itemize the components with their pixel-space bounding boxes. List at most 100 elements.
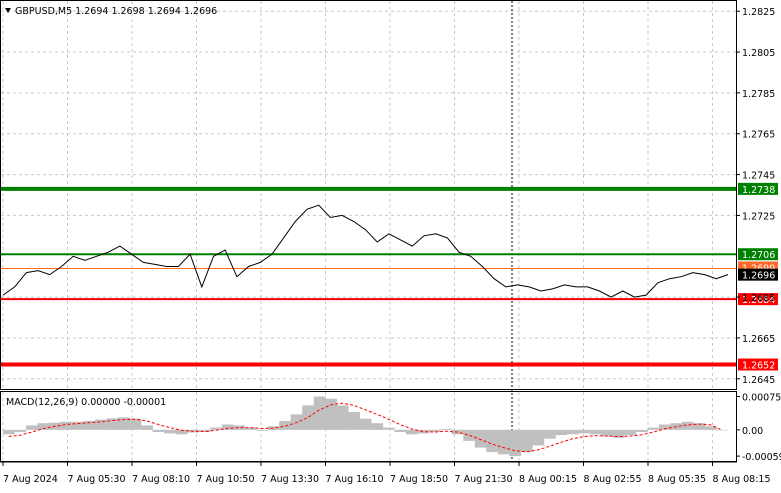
level-label: 1.2684 — [742, 295, 775, 306]
macd-bar — [589, 429, 602, 435]
macd-bar — [175, 429, 188, 435]
macd-bar — [302, 405, 314, 430]
time-tick-label: 7 Aug 2024 — [3, 474, 58, 485]
macd-bar — [532, 429, 545, 446]
macd-bar — [141, 425, 153, 430]
macd-bar — [325, 398, 337, 430]
macd-bar — [682, 421, 694, 430]
level-label-box — [738, 358, 778, 371]
macd-bar — [371, 423, 384, 430]
time-tick-label: 8 Aug 00:15 — [519, 474, 577, 485]
macd-bar — [26, 425, 38, 430]
macd-indicator — [3, 396, 729, 457]
macd-bar — [566, 429, 579, 435]
triangle-down-icon[interactable] — [5, 8, 11, 13]
macd-bar — [428, 429, 441, 432]
macd-bar — [60, 421, 73, 430]
macd-tick-label: 0.00075 — [742, 392, 781, 403]
macd-bar — [164, 429, 176, 434]
price-line — [2, 204, 729, 298]
time-tick-label: 7 Aug 16:10 — [326, 474, 384, 485]
macd-bar — [635, 429, 648, 432]
macd-bar — [83, 420, 96, 430]
level-label-box — [738, 182, 778, 195]
macd-bar — [348, 412, 360, 430]
macd-bar — [382, 427, 395, 430]
price-tick-label: 1.2805 — [742, 48, 775, 59]
level-label: 1.2738 — [742, 185, 775, 196]
macd-bar — [693, 423, 706, 430]
macd-bar — [440, 428, 453, 430]
macd-label: MACD(12,26,9) 0.00000 -0.00001 — [6, 397, 166, 408]
price-axis: 1.2825 1.2805 1.2785 1.2765 1.2745 1.2725 1.26… — [736, 7, 775, 386]
price-tick-label: 1.2665 — [742, 334, 775, 345]
macd-bar — [417, 429, 430, 434]
price-series-layer — [2, 204, 729, 298]
macd-bar — [129, 418, 142, 430]
price-tick-label: 1.2685 — [742, 293, 775, 304]
macd-bar — [659, 424, 671, 430]
macd-bar — [233, 425, 245, 430]
time-tick-label: 7 Aug 18:50 — [390, 474, 448, 485]
macd-bar — [463, 429, 476, 441]
macd-bar — [152, 429, 165, 432]
symbol-info: GBPUSD,M5 1.2694 1.2698 1.2694 1.2696 — [15, 6, 217, 17]
macd-bar — [405, 429, 418, 435]
macd-bar — [486, 429, 499, 453]
macd-bar — [198, 429, 211, 432]
macd-bar — [210, 427, 222, 430]
macd-bar — [520, 429, 533, 453]
macd-axis: 0.00075 0.00 -0.00059 — [736, 392, 781, 463]
macd-bar — [497, 429, 510, 455]
macd-bar — [256, 429, 268, 431]
macd-bar — [647, 427, 660, 430]
macd-bar — [555, 429, 568, 436]
macd-bar — [3, 429, 15, 435]
grid-lines — [1, 1, 736, 461]
price-tick-label: 1.2825 — [742, 7, 775, 18]
macd-bar — [716, 429, 729, 431]
macd-bar — [95, 419, 107, 430]
macd-bar — [37, 423, 50, 430]
macd-bar — [705, 426, 717, 430]
time-tick-label: 7 Aug 10:50 — [197, 474, 255, 485]
macd-bar — [578, 429, 591, 434]
level-label-box — [738, 268, 778, 281]
macd-bar — [601, 429, 614, 437]
level-label: 1.2652 — [742, 360, 775, 371]
level-label: 1.2706 — [742, 250, 775, 261]
macd-bar — [267, 426, 280, 430]
macd-bar — [313, 396, 326, 430]
time-tick-label: 7 Aug 21:30 — [455, 474, 513, 485]
time-tick-label: 8 Aug 02:55 — [584, 474, 642, 485]
macd-bar — [624, 429, 637, 436]
macd-bar — [221, 424, 234, 430]
chart-header: GBPUSD,M5 1.2694 1.2698 1.2694 1.2696 — [5, 6, 217, 17]
macd-signal-line — [8, 402, 723, 453]
macd-bar — [279, 420, 291, 430]
macd-bar — [394, 429, 407, 432]
macd-bar — [543, 429, 556, 439]
macd-bar — [106, 418, 119, 430]
macd-bar — [244, 427, 257, 430]
price-tick-label: 1.2725 — [742, 211, 775, 222]
price-tick-label: 1.2765 — [742, 130, 775, 141]
macd-bar — [14, 429, 27, 432]
macd-tick-label: 0.00 — [742, 426, 763, 437]
macd-bar — [612, 429, 625, 438]
price-tick-label: 1.2785 — [742, 89, 775, 100]
macd-bar — [118, 417, 130, 430]
time-axis: 7 Aug 2024 7 Aug 05:30 7 Aug 08:10 7 Aug 10… — [2, 462, 771, 485]
macd-bar — [509, 429, 522, 457]
level-label-box — [738, 293, 778, 306]
macd-bar — [72, 421, 84, 430]
time-tick-label: 7 Aug 08:10 — [132, 474, 190, 485]
time-tick-label: 7 Aug 13:30 — [261, 474, 319, 485]
macd-bar — [359, 418, 372, 430]
price-pane-frame — [0, 0, 737, 390]
macd-bar — [290, 414, 303, 430]
time-tick-label: 8 Aug 08:15 — [713, 474, 771, 485]
